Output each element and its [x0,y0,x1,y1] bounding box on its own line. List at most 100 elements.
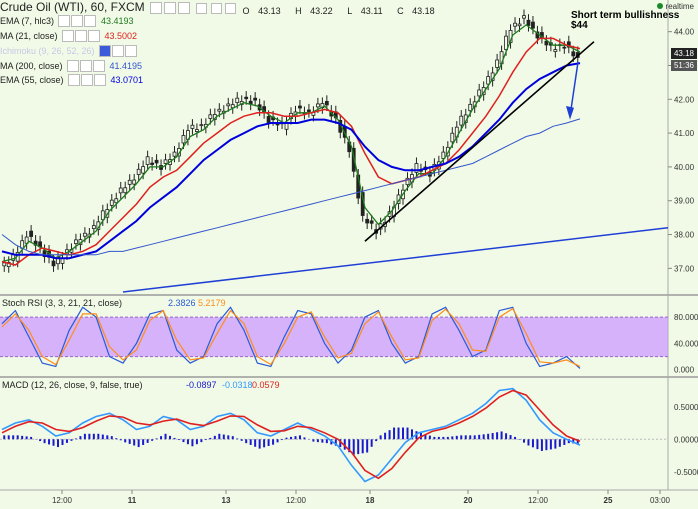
gear-icon[interactable] [210,3,222,14]
candle-body [495,59,500,68]
x-icon[interactable] [225,3,237,14]
candle-body [244,96,249,100]
candle-body [29,230,34,237]
candle-body [566,41,571,48]
price-tag-last: 43.18 [671,48,697,59]
gear-icon[interactable] [80,73,93,86]
legend-label: EMA (55, close) [0,74,64,85]
legend-ema55[interactable]: EMA (55, close) 43.0701 [0,73,143,86]
candle-body [235,97,240,103]
series-line-0 [1,24,581,263]
legend-label: MA (200, close) [0,60,63,71]
candle-body [553,49,558,52]
legend-value: 41.4195 [109,60,143,71]
candle-body [118,187,123,194]
arrow-head [566,106,574,120]
x-icon[interactable] [93,73,106,86]
candle-body [145,156,150,165]
x-tick-label: 25 [604,496,613,505]
stoch-band [0,317,668,357]
candle-body [136,168,141,175]
x-icon[interactable] [92,59,105,72]
eye-icon[interactable] [67,73,80,86]
candle-body [450,132,455,143]
candle-body [468,103,473,112]
eye-icon[interactable] [196,3,207,14]
y-tick-label: 37.00 [674,264,695,273]
x-tick-label: 13 [222,496,231,505]
candle-body [369,220,374,224]
settings-icon[interactable] [150,1,163,14]
annotation-line2: $44 [571,20,588,31]
candle-body [109,199,114,206]
legend-ichimoku[interactable]: Ichimoku (9, 26, 52, 26) [0,44,138,57]
menu-icon[interactable] [178,1,191,14]
stoch-value-k: 2.3826 [168,298,196,308]
y-tick-label: 40.00 [674,163,695,172]
gear-icon[interactable] [74,29,87,42]
candle-body [217,108,222,112]
x-tick-label: 03:00 [650,496,671,505]
x-icon[interactable] [84,14,97,27]
y-tick-label: 0.5000 [674,403,698,412]
gear-icon[interactable] [71,14,84,27]
candle-body [562,46,567,49]
eye-icon[interactable] [61,29,74,42]
x-tick-label: 12:00 [286,496,307,505]
candle-body [181,135,186,144]
trendline-support [364,41,595,242]
y-tick-label: 44.00 [674,28,695,37]
series-line-3 [1,118,581,256]
candle-body [163,159,168,164]
legend-label: MA (21, close) [0,30,58,41]
candle-body [351,147,356,172]
x-tick-label: 11 [128,496,137,505]
candle-body [127,179,132,185]
candle-body [150,162,155,165]
macd-value: -0.0318 [222,380,253,390]
y-tick-label: 0.000 [674,366,695,375]
eye-icon[interactable] [58,14,71,27]
candle-body [526,19,531,26]
legend-ma200[interactable]: MA (200, close) 41.4195 [0,59,142,72]
candle-body [571,51,576,57]
price-tag-timer: 51:36 [671,60,697,71]
candle-body [199,124,204,127]
legend-value: 43.5002 [104,30,138,41]
gear-icon[interactable] [111,44,124,57]
x-icon[interactable] [124,44,137,57]
candle-body [91,225,96,230]
stoch-line-1 [1,307,581,367]
close-icon[interactable] [164,1,177,14]
x-tick-label: 12:00 [52,496,73,505]
eye-icon[interactable] [98,44,111,57]
macd-value: 0.0579 [252,380,280,390]
ohlc-readout: O 43.13 H 43.22 L 43.11 C 43.18 [196,3,447,16]
series-line-2 [1,62,581,260]
candle-body [195,129,199,132]
candle-body [298,105,302,109]
gear-icon[interactable] [79,59,92,72]
candle-body [365,218,370,224]
y-tick-label: -0.5000 [674,468,698,477]
candle-body [405,177,410,186]
y-tick-label: 40.000 [674,339,698,348]
legend-ema7[interactable]: EMA (7, hlc3) 43.4193 [0,14,134,27]
candle-body [517,23,522,27]
candle-body [208,114,213,119]
x-tick-label: 20 [464,496,473,505]
eye-icon[interactable] [66,59,79,72]
annotation-line1: Short term bullishness [571,10,680,21]
chart-title: Crude Oil (WTI), 60, FXCM [0,0,191,14]
stoch-title: Stoch RSI (3, 3, 21, 21, close) [2,298,122,308]
candle-body [154,159,159,164]
pane-background [0,378,698,490]
x-icon[interactable] [87,29,100,42]
legend-label: Ichimoku (9, 26, 52, 26) [0,45,95,56]
candle-body [82,232,87,237]
candle-body [459,115,464,126]
legend-ma21[interactable]: MA (21, close) 43.5002 [0,29,137,42]
candle-body [522,15,526,19]
candle-body [441,151,446,159]
